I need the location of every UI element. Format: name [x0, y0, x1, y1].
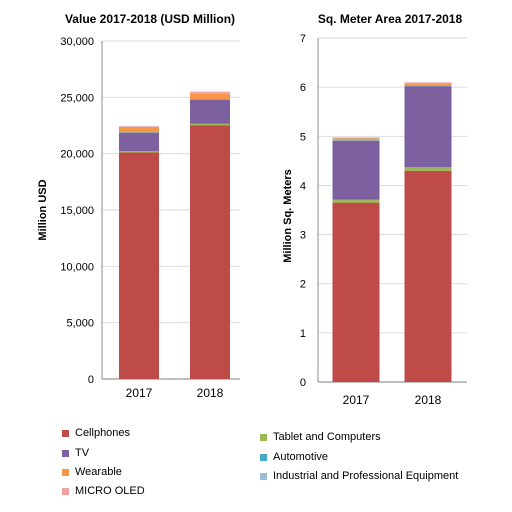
y-tick-label: 1 — [300, 328, 306, 340]
legend-label-tablet-and-computers: Tablet and Computers — [273, 431, 381, 443]
y-tick-label: 20,000 — [60, 149, 94, 161]
y-tick-label: 4 — [300, 180, 306, 192]
bar-automotive-2018 — [190, 99, 230, 100]
y-tick-label: 30,000 — [60, 36, 94, 48]
legend-swatch-cellphones — [62, 429, 69, 437]
y-tick-label: 7 — [300, 33, 306, 45]
y-tick-label: 15,000 — [60, 205, 94, 217]
legend-item-micro-oled: MICRO OLED — [62, 485, 145, 497]
legend-item-industrial-and-professional-equipment: Industrial and Professional Equipment — [260, 470, 458, 482]
legend-label-cellphones: Cellphones — [75, 427, 131, 439]
bar-micro-oled-2018 — [404, 82, 452, 83]
y-tick-label: 10,000 — [60, 261, 94, 273]
legend-label-wearable: Wearable — [75, 466, 122, 478]
legend-swatch-micro-oled — [62, 487, 69, 495]
legend-swatch-tablet-and-computers — [260, 433, 267, 441]
bar-automotive-2018 — [404, 85, 452, 87]
chart-1-title: Value 2017-2018 (USD Million) — [65, 12, 235, 26]
bar-tablet-and-computers-2017 — [332, 199, 380, 203]
bar-industrial-and-professional-equipment-2017 — [119, 126, 159, 128]
legend-item-automotive: Automotive — [260, 451, 328, 463]
bar-micro-oled-2017 — [332, 137, 380, 138]
bar-wearable-2018 — [190, 93, 230, 100]
legend-swatch-wearable — [62, 468, 69, 476]
bar-tv-2017 — [119, 132, 159, 152]
x-tick-label: 2017 — [126, 386, 153, 400]
legend-label-industrial-and-professional-equipment: Industrial and Professional Equipment — [273, 470, 459, 482]
y-tick-label: 0 — [300, 377, 306, 389]
bar-automotive-2017 — [332, 140, 380, 141]
bar-cellphones-2017 — [119, 152, 159, 379]
bar-micro-oled-2017 — [119, 126, 159, 127]
legend-item-wearable: Wearable — [62, 466, 122, 478]
legend-swatch-tv — [62, 449, 69, 457]
bar-tv-2018 — [404, 86, 452, 168]
x-tick-label: 2017 — [343, 393, 370, 407]
legend-label-tv: TV — [75, 447, 90, 459]
y-tick-label: 5,000 — [66, 318, 94, 330]
bar-tv-2018 — [190, 99, 230, 124]
legend-label-micro-oled: MICRO OLED — [75, 485, 145, 497]
legend-item-tv: TV — [62, 447, 89, 459]
y-tick-label: 5 — [300, 131, 306, 143]
legend-swatch-automotive — [260, 453, 267, 461]
bar-tablet-and-computers-2018 — [404, 167, 452, 171]
y-tick-label: 2 — [300, 279, 306, 291]
y-tick-label: 0 — [88, 374, 94, 386]
chart-1: Value 2017-2018 (USD Million) 0 5,000 10,00… — [37, 12, 240, 400]
bar-wearable-2017 — [332, 138, 380, 141]
bar-cellphones-2018 — [404, 170, 452, 382]
y-tick-label: 3 — [300, 230, 306, 242]
bar-industrial-and-professional-equipment-2017 — [332, 137, 380, 139]
bar-automotive-2017 — [119, 132, 159, 133]
bar-industrial-and-professional-equipment-2018 — [190, 93, 230, 94]
chart-2: Sq. Meter Area 2017-2018 0 1 2 3 4 5 6 7 Million … — [282, 12, 467, 407]
bar-industrial-and-professional-equipment-2018 — [404, 82, 452, 84]
bar-tablet-and-computers-2018 — [190, 123, 230, 126]
bar-wearable-2017 — [119, 126, 159, 133]
bar-tablet-and-computers-2017 — [119, 151, 159, 153]
chart-2-title: Sq. Meter Area 2017-2018 — [318, 12, 463, 26]
legend-swatch-industrial-and-professional-equipment — [260, 472, 267, 480]
y-tick-label: 25,000 — [60, 92, 94, 104]
bar-cellphones-2018 — [190, 125, 230, 379]
x-tick-label: 2018 — [197, 386, 224, 400]
x-tick-label: 2018 — [415, 393, 442, 407]
y-axis-label: Million USD — [37, 179, 49, 240]
legend-label-automotive: Automotive — [273, 451, 329, 463]
bar-wearable-2018 — [404, 83, 452, 86]
legend-item-tablet-and-computers: Tablet and Computers — [260, 431, 381, 443]
y-tick-label: 6 — [300, 82, 306, 94]
legend-item-cellphones: Cellphones — [62, 427, 130, 439]
bar-cellphones-2017 — [332, 202, 380, 382]
y-axis-label: Million Sq. Meters — [282, 169, 294, 263]
bar-tv-2017 — [332, 140, 380, 200]
bar-micro-oled-2018 — [190, 91, 230, 94]
